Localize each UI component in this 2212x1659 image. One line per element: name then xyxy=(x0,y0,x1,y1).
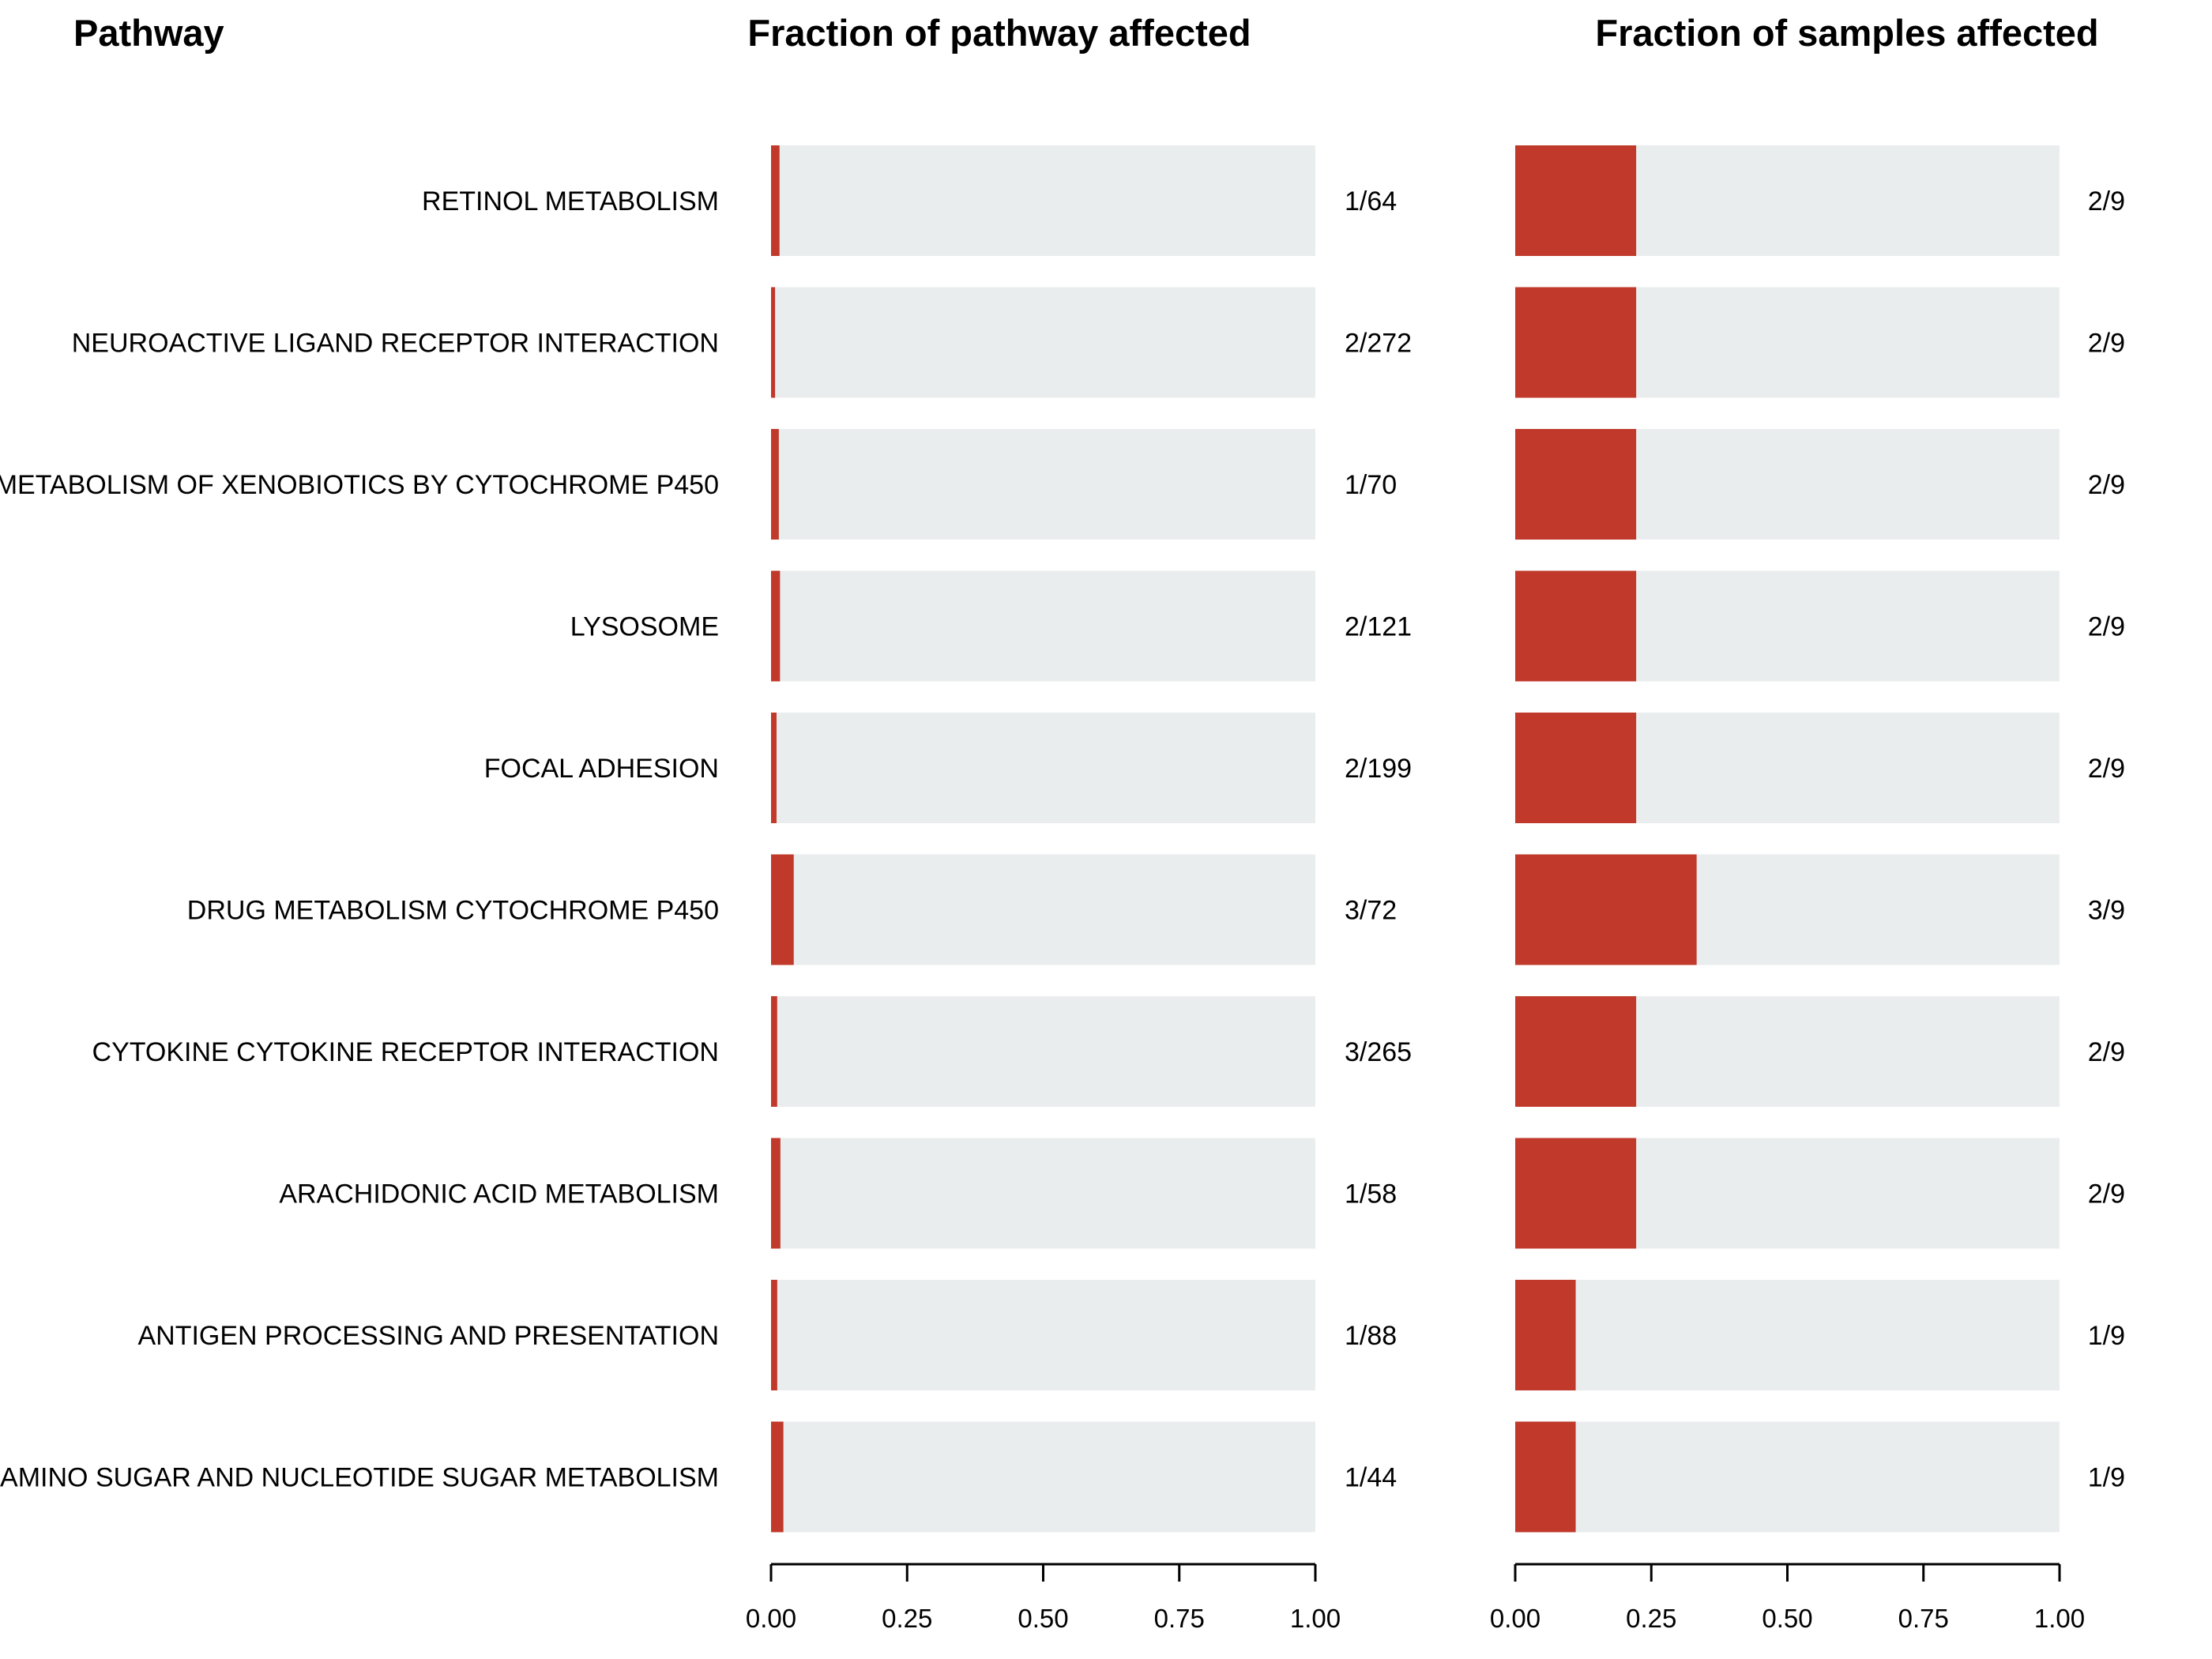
bar-affected xyxy=(1515,713,1637,823)
x-tick-label: 1.00 xyxy=(2034,1604,2085,1633)
value-label: 2/272 xyxy=(1345,329,1412,359)
pathway-label: METABOLISM OF XENOBIOTICS BY CYTOCHROME … xyxy=(0,470,719,500)
bar-affected xyxy=(1515,1280,1576,1390)
bar-background xyxy=(771,1421,1315,1533)
value-label: 1/88 xyxy=(1345,1321,1397,1351)
bar-affected xyxy=(771,287,776,398)
value-label: 2/9 xyxy=(2088,186,2125,216)
samples-fraction-panel: 2/9 2/9 2/9 2/9 2/9 3/9 2/9 2/9 1/9 1/9 0.00 0.25 0.… xyxy=(1490,145,2125,1633)
bar-affected xyxy=(771,145,780,256)
bar-affected xyxy=(1515,570,1637,682)
value-label: 3/265 xyxy=(1345,1037,1412,1067)
samples-fraction-header: Fraction of samples affected xyxy=(1595,12,2098,54)
bar-affected xyxy=(771,1138,781,1249)
bar-background xyxy=(771,570,1315,682)
x-tick-label: 0.00 xyxy=(1490,1604,1540,1633)
value-label: 3/72 xyxy=(1345,896,1397,926)
value-label: 1/70 xyxy=(1345,470,1397,500)
value-label: 2/9 xyxy=(2088,1037,2125,1067)
bar-affected xyxy=(771,1280,777,1390)
x-tick-label: 0.75 xyxy=(1154,1604,1205,1633)
pathway-fraction-panel: 1/64 2/272 1/70 2/121 2/199 3/72 3/265 1/58 1/88… xyxy=(746,145,1412,1633)
value-label: 1/9 xyxy=(2088,1321,2125,1351)
bar-affected xyxy=(771,429,779,540)
pathway-fraction-header: Fraction of pathway affected xyxy=(747,12,1251,54)
pathway-column-header: Pathway xyxy=(73,12,224,54)
pathway-label: ANTIGEN PROCESSING AND PRESENTATION xyxy=(137,1321,719,1351)
value-label: 2/9 xyxy=(2088,1179,2125,1209)
bar-affected xyxy=(771,854,794,965)
bar-background xyxy=(771,854,1315,965)
bar-affected xyxy=(1515,854,1697,965)
bar-background xyxy=(771,1138,1315,1249)
bar-affected xyxy=(1515,287,1637,398)
pathway-label: LYSOSOME xyxy=(570,612,719,642)
value-label: 2/9 xyxy=(2088,470,2125,500)
bar-affected xyxy=(771,1421,784,1533)
pathway-labels: RETINOL METABOLISM NEUROACTIVE LIGAND REC… xyxy=(0,186,719,1493)
bar-affected xyxy=(771,713,777,823)
bar-affected xyxy=(771,996,777,1107)
bar-background xyxy=(1515,1421,2060,1533)
bar-background xyxy=(1515,1280,2060,1390)
pathway-label: RETINOL METABOLISM xyxy=(422,186,719,216)
pathway-label: CYTOKINE CYTOKINE RECEPTOR INTERACTION xyxy=(92,1037,719,1067)
x-tick-label: 0.75 xyxy=(1898,1604,1949,1633)
value-label: 1/64 xyxy=(1345,186,1397,216)
value-label: 1/58 xyxy=(1345,1179,1397,1209)
bar-background xyxy=(771,1280,1315,1390)
value-label: 1/9 xyxy=(2088,1463,2125,1493)
value-label: 3/9 xyxy=(2088,896,2125,926)
x-tick-label: 0.00 xyxy=(746,1604,796,1633)
bar-affected xyxy=(771,570,781,682)
x-tick-label: 1.00 xyxy=(1290,1604,1341,1633)
x-tick-label: 0.50 xyxy=(1762,1604,1812,1633)
x-tick-label: 0.25 xyxy=(1626,1604,1676,1633)
value-label: 2/9 xyxy=(2088,754,2125,784)
bar-background xyxy=(771,429,1315,540)
bar-affected xyxy=(1515,996,1637,1107)
value-label: 1/44 xyxy=(1345,1463,1397,1493)
value-label: 2/121 xyxy=(1345,612,1412,642)
bar-background xyxy=(771,145,1315,256)
pathway-label: ARACHIDONIC ACID METABOLISM xyxy=(279,1179,719,1209)
pathway-label: FOCAL ADHESION xyxy=(484,754,719,784)
x-tick-label: 0.25 xyxy=(882,1604,932,1633)
pathway-label: NEUROACTIVE LIGAND RECEPTOR INTERACTION xyxy=(72,329,719,359)
bar-background xyxy=(771,713,1315,823)
value-label: 2/9 xyxy=(2088,612,2125,642)
bar-background xyxy=(771,287,1315,398)
bar-affected xyxy=(1515,1138,1637,1249)
value-label: 2/199 xyxy=(1345,754,1412,784)
bar-affected xyxy=(1515,145,1637,256)
x-tick-label: 0.50 xyxy=(1018,1604,1068,1633)
pathway-label: AMINO SUGAR AND NUCLEOTIDE SUGAR METABOL… xyxy=(0,1463,719,1493)
value-label: 2/9 xyxy=(2088,329,2125,359)
bar-background xyxy=(771,996,1315,1107)
bar-affected xyxy=(1515,1421,1576,1533)
pathway-label: DRUG METABOLISM CYTOCHROME P450 xyxy=(187,896,719,926)
bar-affected xyxy=(1515,429,1637,540)
